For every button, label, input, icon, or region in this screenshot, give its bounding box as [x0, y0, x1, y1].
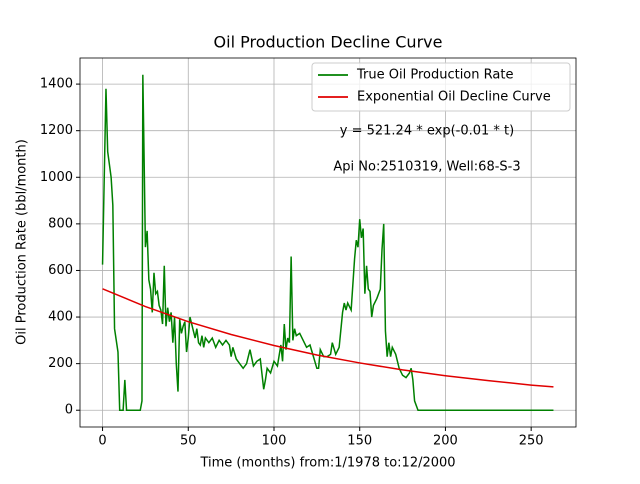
x-tick-label: 50 [180, 434, 197, 449]
y-tick-label: 600 [48, 263, 73, 278]
x-tick-label: 100 [262, 434, 287, 449]
legend-label: Exponential Oil Decline Curve [357, 90, 551, 105]
y-tick-label: 400 [48, 310, 73, 325]
legend-box [311, 62, 571, 112]
x-tick-label: 200 [433, 434, 458, 449]
chart-title: Oil Production Decline Curve [214, 33, 443, 52]
y-tick-label: 1200 [40, 123, 73, 138]
y-axis-label: Oil Production Rate (bbl/month) [15, 139, 30, 345]
y-tick-label: 800 [48, 216, 73, 231]
series-line [102, 288, 554, 388]
annotation: y = 521.24 * exp(-0.01 * t) [340, 124, 514, 139]
plot-frame [79, 57, 577, 428]
y-tick-label: 200 [48, 356, 73, 371]
x-tick-label: 0 [98, 434, 106, 449]
legend-label: True Oil Production Rate [356, 68, 513, 83]
series-line [101, 74, 554, 411]
x-tick-label: 150 [347, 434, 372, 449]
y-tick-label: 0 [65, 403, 73, 418]
y-tick-label: 1000 [40, 170, 73, 185]
x-axis-label: Time (months) from:1/1978 to:12/2000 [199, 456, 455, 471]
y-tick-label: 1400 [40, 77, 73, 92]
x-tick-label: 250 [519, 434, 544, 449]
annotation: Api No:2510319, Well:68-S-3 [333, 160, 520, 175]
